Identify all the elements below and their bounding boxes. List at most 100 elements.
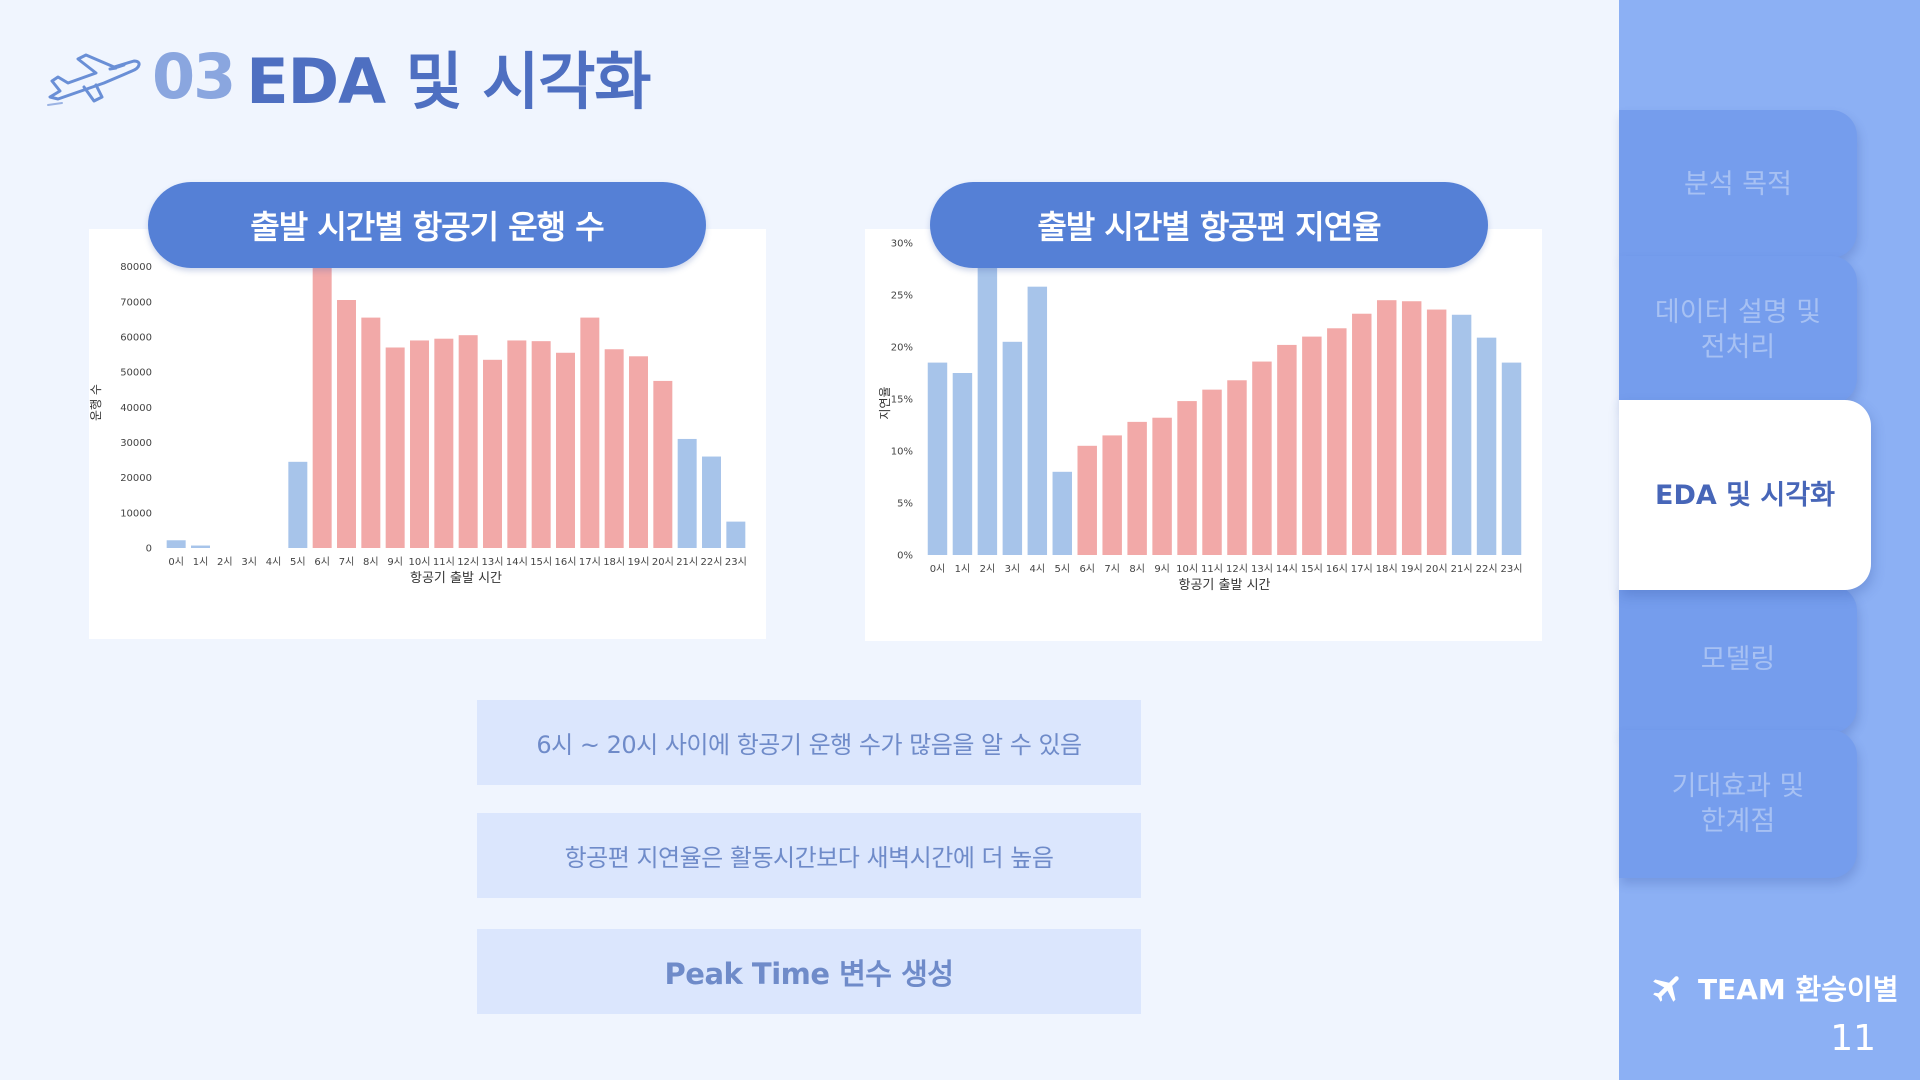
bar-16 (1327, 328, 1347, 555)
x-tick-label: 8시 (363, 556, 379, 568)
x-tick-label: 13시 (482, 556, 504, 568)
x-tick-label: 14시 (506, 556, 528, 568)
bar-13 (483, 359, 502, 548)
sidebar-item-label: EDA 및 시각화 (1655, 479, 1835, 511)
x-tick-label: 22시 (701, 556, 723, 568)
bar-11 (434, 338, 454, 548)
bar-6 (312, 249, 332, 548)
team-name: TEAM 환승이별 (1698, 973, 1899, 1006)
sidebar-item-effects-limits[interactable]: 기대효과 및 한계점 (1619, 730, 1857, 878)
x-tick-label: 4시 (1030, 563, 1046, 575)
bar-21 (677, 438, 697, 548)
sidebar-item-label: 데이터 설명 및 전처리 (1654, 297, 1822, 363)
airplane-icon (1653, 976, 1679, 1002)
x-tick-label: 5시 (1054, 563, 1070, 575)
bar-12 (1227, 380, 1247, 555)
bar-14 (1277, 344, 1297, 555)
team-label: TEAM 환승이별 (1650, 968, 1899, 1008)
bar-21 (1451, 314, 1472, 555)
x-axis-label: 항공기 출발 시간 (410, 571, 502, 586)
page-number: 11 (1830, 1018, 1876, 1059)
y-tick-label: 30% (891, 239, 913, 250)
bar-9 (385, 347, 405, 548)
y-tick-label: 40000 (120, 403, 152, 414)
bar-13 (1252, 361, 1272, 555)
x-tick-label: 18시 (1376, 563, 1398, 575)
y-axis-label: 운행 수 (89, 384, 103, 421)
y-tick-label: 5% (897, 499, 913, 510)
y-tick-label: 10000 (120, 508, 152, 519)
insight-dawn-delay: 항공편 지연율은 활동시간보다 새벽시간에 더 높음 (477, 813, 1141, 898)
bar-3 (1002, 341, 1023, 555)
x-tick-label: 15시 (1301, 563, 1323, 575)
sidebar-item-data-preprocessing[interactable]: 데이터 설명 및 전처리 (1619, 256, 1857, 404)
bar-1 (191, 545, 210, 548)
x-tick-label: 17시 (1351, 563, 1373, 575)
insight-peak-hours: 6시 ~ 20시 사이에 항공기 운행 수가 많음을 알 수 있음 (477, 700, 1141, 785)
bar-6 (1077, 445, 1097, 555)
x-tick-label: 7시 (1104, 563, 1120, 575)
y-tick-label: 80000 (120, 262, 152, 273)
x-tick-label: 2시 (980, 563, 996, 575)
x-tick-label: 20시 (1426, 563, 1448, 575)
bar-22 (1476, 337, 1497, 555)
y-tick-label: 10% (891, 447, 913, 458)
y-tick-label: 50000 (120, 368, 152, 379)
x-tick-label: 9시 (387, 556, 403, 568)
x-tick-label: 9시 (1154, 563, 1170, 575)
x-tick-label: 11시 (1201, 563, 1223, 575)
flight-count-chart-card: 0 10000 20000 30000 40000 50000 60000 70000 8000… (88, 229, 766, 639)
x-tick-label: 0시 (168, 556, 184, 568)
bar-20 (653, 380, 673, 548)
bar-8 (1127, 421, 1147, 555)
x-tick-label: 14시 (1276, 563, 1298, 575)
y-tick-label: 0 (146, 544, 152, 555)
bar-17 (580, 317, 600, 548)
x-tick-label: 4시 (266, 556, 282, 568)
bar-19 (1401, 301, 1422, 555)
slide-header: 03 EDA 및 시각화 (44, 36, 651, 118)
sidebar-item-eda[interactable]: EDA 및 시각화 (1619, 400, 1871, 590)
x-tick-label: 21시 (676, 556, 698, 568)
x-tick-label: 8시 (1129, 563, 1145, 575)
x-tick-label: 19시 (1401, 563, 1423, 575)
x-tick-label: 13시 (1251, 563, 1273, 575)
delay-rate-chart-card: 0% 5% 10% 15% 20% 25% 30% 0시 1시 2시 3시 4시 5시 6시 7시 8시 9시 1… (865, 229, 1542, 641)
sidebar-item-analysis-purpose[interactable]: 분석 목적 (1619, 110, 1857, 258)
bar-14 (507, 340, 527, 548)
section-title: EDA 및 시각화 (246, 45, 651, 118)
bar-20 (1426, 309, 1447, 555)
x-tick-label: 3시 (241, 556, 257, 568)
x-tick-label: 16시 (555, 556, 577, 568)
x-tick-label: 2시 (217, 556, 233, 568)
x-tick-label: 6시 (1079, 563, 1095, 575)
x-tick-label: 7시 (339, 556, 355, 568)
x-tick-label: 23시 (1501, 563, 1523, 575)
x-tick-label: 21시 (1451, 563, 1473, 575)
bar-12 (458, 335, 478, 548)
sidebar-item-label: 기대효과 및 한계점 (1671, 771, 1805, 837)
y-tick-label: 20% (891, 343, 913, 354)
bar-19 (629, 356, 648, 548)
bar-0 (927, 362, 948, 555)
x-tick-label: 11시 (433, 556, 455, 568)
sidebar-item-modeling[interactable]: 모델링 (1619, 585, 1857, 733)
bar-10 (1177, 401, 1197, 555)
flight-count-chart-title: 출발 시간별 항공기 운행 수 (148, 182, 706, 268)
x-tick-label: 12시 (457, 556, 479, 568)
x-tick-label: 23시 (725, 556, 747, 568)
y-tick-label: 15% (891, 395, 913, 406)
y-tick-label: 70000 (120, 297, 152, 308)
x-tick-label: 1시 (193, 556, 209, 568)
bar-7 (1102, 435, 1122, 555)
bar-11 (1202, 389, 1222, 555)
bar-1 (952, 373, 973, 555)
x-axis-label: 항공기 출발 시간 (1179, 578, 1271, 593)
bar-2 (977, 255, 998, 556)
sidebar-item-label: 분석 목적 (1684, 168, 1792, 200)
x-tick-label: 15시 (530, 556, 552, 568)
bar-5 (288, 461, 308, 548)
x-tick-label: 10시 (409, 556, 431, 568)
bar-22 (702, 456, 721, 548)
bar-15 (1302, 336, 1322, 555)
